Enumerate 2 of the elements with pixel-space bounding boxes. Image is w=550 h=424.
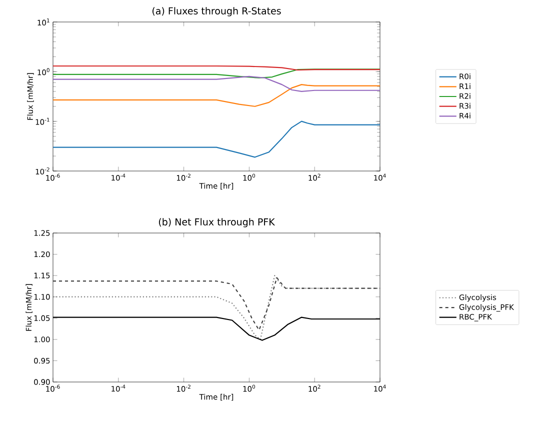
chart-title: (a) Fluxes through R-States xyxy=(152,7,281,16)
chart-title: (b) Net Flux through PFK xyxy=(158,218,276,228)
